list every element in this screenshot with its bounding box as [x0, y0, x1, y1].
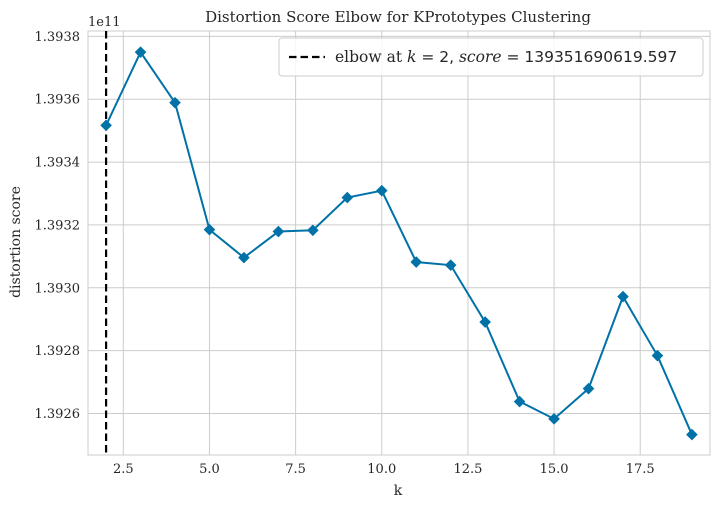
data-point-marker — [375, 184, 388, 197]
data-point-marker — [272, 225, 285, 238]
data-point-marker — [548, 413, 560, 425]
y-axis-label: distortion score — [8, 186, 24, 298]
y-tick-label: 1.3938 — [35, 30, 81, 45]
data-point-marker — [444, 259, 457, 271]
data-point-marker — [134, 46, 147, 58]
data-point-marker — [169, 96, 181, 109]
y-axis-ticks: 1.3926 1.3928 1.3930 1.3932 1.3934 1.3936 1.39… — [35, 30, 81, 422]
y-tick-label: 1.3930 — [35, 281, 81, 296]
x-axis-ticks: 2.5 5.0 7.5 10.0 12.5 15.0 17.5 — [113, 462, 655, 477]
x-tick-label: 12.5 — [453, 462, 482, 477]
y-tick-label: 1.3928 — [35, 344, 81, 359]
x-tick-label: 7.5 — [285, 462, 306, 477]
data-point-marker — [307, 224, 319, 237]
y-tick-label: 1.3936 — [35, 93, 81, 108]
y-tick-label: 1.3926 — [35, 407, 81, 422]
legend: elbow at k = 2, score = 139351690619.597 — [278, 37, 704, 77]
x-tick-label: 2.5 — [113, 462, 134, 477]
legend-k-value: = 2, — [416, 48, 459, 66]
data-point-marker — [582, 382, 595, 395]
series-line — [105, 50, 693, 435]
y-tick-label: 1.3932 — [35, 218, 81, 233]
y-offset-label: 1e11 — [88, 15, 121, 30]
data-point-marker — [479, 316, 491, 328]
data-point-marker — [410, 256, 423, 268]
legend-prefix: elbow at — [335, 48, 407, 66]
data-point-marker — [238, 251, 250, 264]
legend-score-symbol: score — [459, 48, 502, 66]
data-point-marker — [203, 223, 216, 236]
data-point-marker — [686, 428, 698, 441]
x-tick-label: 17.5 — [626, 462, 655, 477]
chart-title: Distortion Score Elbow for KPrototypes C… — [205, 8, 591, 26]
data-point-marker — [341, 191, 354, 204]
data-point-marker — [651, 349, 664, 362]
x-tick-label: 15.0 — [540, 462, 569, 477]
legend-box — [278, 37, 704, 77]
series-markers — [100, 46, 698, 441]
plot-area — [87, 30, 711, 456]
legend-elbow-label: elbow at k = 2, score = 139351690619.597 — [335, 48, 677, 66]
x-tick-label: 10.0 — [367, 462, 396, 477]
data-point-marker — [513, 395, 526, 408]
x-tick-label: 5.0 — [199, 462, 220, 477]
y-tick-label: 1.3934 — [35, 156, 81, 171]
x-axis-label: k — [394, 483, 403, 499]
data-point-marker — [617, 290, 629, 303]
legend-score-value: = 139351690619.597 — [502, 48, 678, 66]
data-point-marker — [100, 119, 112, 132]
legend-k-symbol: k — [407, 48, 416, 66]
